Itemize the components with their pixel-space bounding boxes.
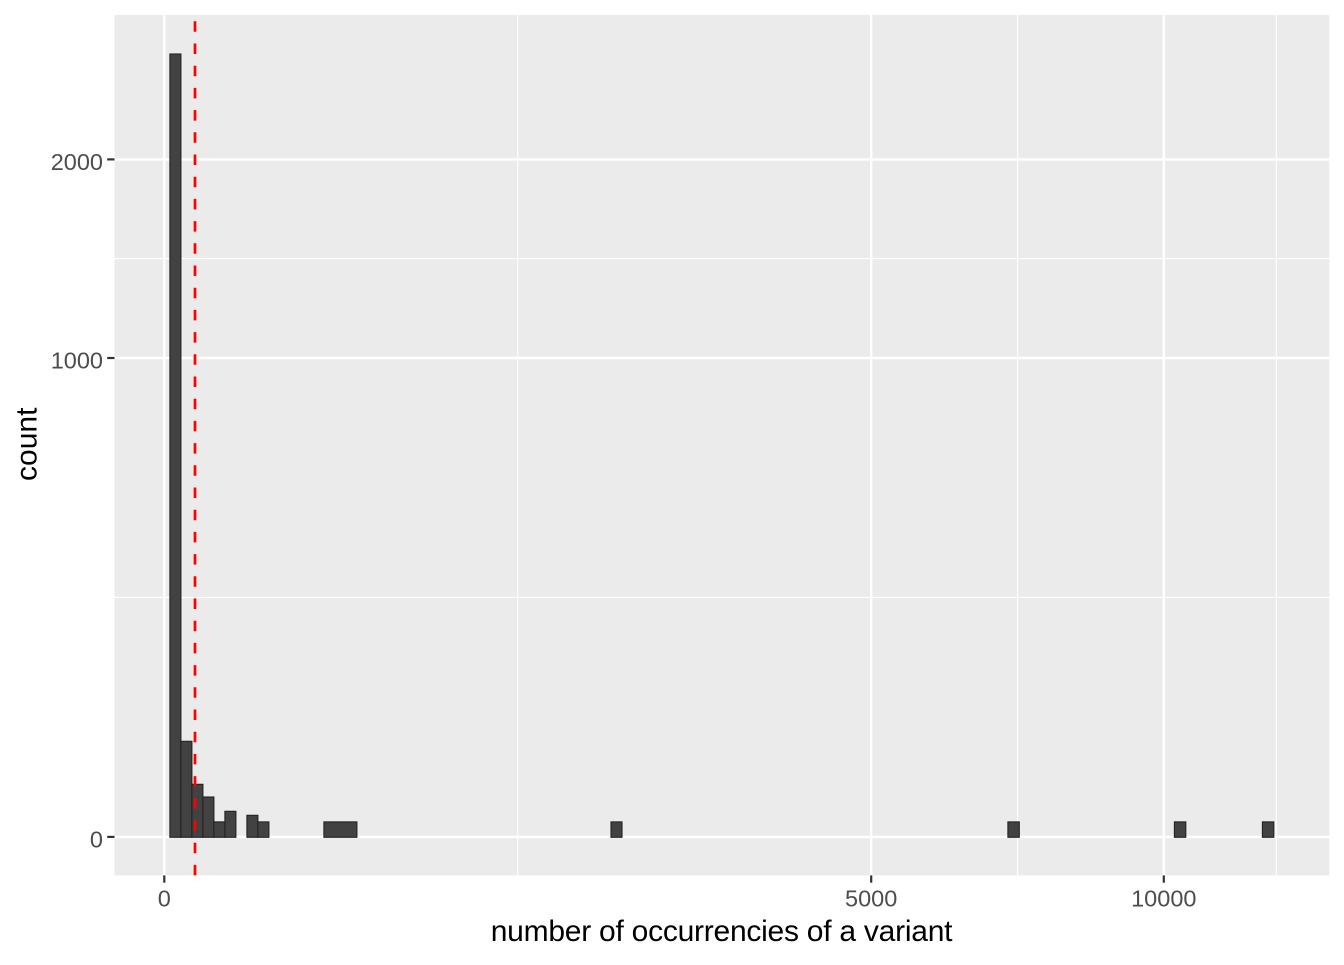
svg-text:count: count: [11, 407, 44, 481]
svg-text:0: 0: [90, 827, 103, 853]
svg-text:10000: 10000: [1131, 886, 1196, 912]
svg-text:number of occurrencies of a va: number of occurrencies of a variant: [491, 915, 953, 948]
svg-text:0: 0: [158, 886, 171, 912]
svg-text:5000: 5000: [845, 886, 897, 912]
svg-text:2000: 2000: [51, 149, 103, 175]
svg-text:1000: 1000: [51, 348, 103, 374]
